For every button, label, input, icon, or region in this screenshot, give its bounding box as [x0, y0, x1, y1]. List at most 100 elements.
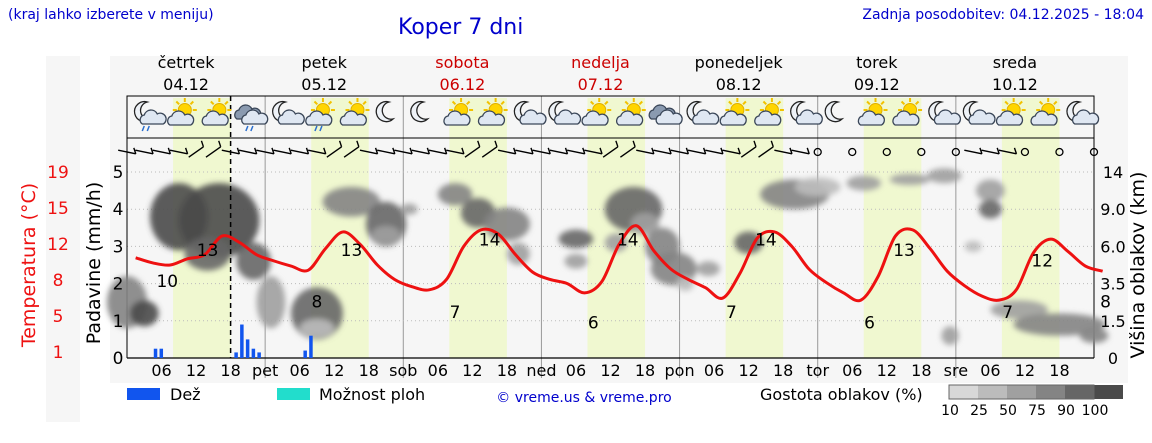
day-date: 05.12	[301, 75, 347, 94]
hour-tick: 06	[980, 361, 1000, 380]
wind-barb-icon	[205, 140, 222, 158]
sun-ray	[624, 100, 629, 106]
day-abbr: sre	[944, 361, 968, 380]
cloud-blob	[696, 261, 720, 277]
moon-shape	[375, 100, 396, 123]
wind-barb-icon	[273, 147, 292, 155]
day-abbr: pon	[665, 361, 695, 380]
night-cloud-icon	[928, 100, 962, 125]
day-date: 07.12	[578, 75, 624, 94]
sun-ray	[1039, 100, 1044, 106]
density-swatch	[1094, 385, 1123, 399]
storm-legend-swatch	[277, 388, 310, 400]
rain-bar	[159, 348, 164, 358]
hour-tick: 12	[600, 361, 620, 380]
cloud-shape	[857, 110, 885, 126]
sun-cloud-icon	[581, 98, 612, 126]
rain-drops	[245, 125, 254, 132]
sun-cloud-icon	[719, 98, 750, 126]
wind-barb-icon	[532, 147, 551, 155]
wind-barb-icon	[740, 140, 757, 158]
cloud-shape	[995, 110, 1024, 126]
cloud-shape	[754, 110, 782, 126]
night-icon	[824, 100, 845, 123]
precipitation-tick: 4	[113, 200, 124, 220]
day-abbr: sob	[389, 361, 417, 380]
cloud-shape	[892, 110, 920, 126]
moon-shape	[410, 100, 430, 123]
cloud-blob	[630, 212, 660, 236]
wind-barb-icon	[964, 147, 983, 155]
cloud-blob	[1013, 313, 1106, 336]
density-swatch	[1036, 385, 1065, 399]
page-title: Koper 7 dni	[398, 15, 524, 40]
sun-cloud-icon	[339, 98, 370, 126]
sun-ray	[776, 100, 782, 106]
night-cloud-icon	[686, 100, 720, 125]
calm-wind-icon	[813, 147, 822, 157]
wind-barb-icon	[567, 147, 586, 155]
sun-ray	[466, 100, 471, 106]
hour-tick: 06	[842, 361, 862, 380]
moon-shape	[824, 100, 845, 123]
density-swatch	[1065, 385, 1094, 399]
cloud-height-tick: 1.5	[1100, 312, 1125, 331]
cloud-shape	[443, 110, 471, 126]
cloud-shape	[553, 109, 582, 125]
wind-barb-icon	[791, 147, 810, 155]
sun-ray	[590, 100, 595, 106]
temperature-label: 6	[864, 313, 875, 333]
night-cloud-icon	[1066, 100, 1100, 125]
wind-barb-icon	[152, 147, 172, 155]
precipitation-tick: 2	[113, 275, 124, 295]
cloudy-rain-icon	[234, 104, 269, 132]
cloud-shape	[477, 110, 506, 126]
temperature-label: 14	[755, 231, 777, 251]
day-abbr: ned	[526, 361, 556, 380]
rain-bar	[240, 324, 244, 358]
sun-ray	[224, 100, 229, 106]
sun-cloud-icon	[754, 98, 784, 126]
sun-cloud-icon	[167, 98, 197, 126]
sun-ray	[915, 100, 920, 106]
night-icon	[375, 100, 396, 123]
cloud-density-title: Gostota oblakov (%)	[760, 385, 923, 404]
hour-tick: 18	[635, 361, 655, 380]
last-updated: Zadnja posodobitev: 04.12.2025 - 18:04	[862, 7, 1144, 23]
temperature-label: 14	[617, 231, 639, 251]
calm-wind-icon	[882, 147, 891, 157]
sun-ray	[189, 100, 194, 106]
rain-drops	[314, 125, 323, 132]
night-icon	[410, 100, 430, 123]
temperature-tick: 19	[47, 163, 69, 183]
rain-bar	[234, 352, 238, 358]
precipitation-tick: 3	[113, 237, 124, 257]
temperature-tick: 5	[53, 307, 64, 327]
temperature-label: 8	[1100, 293, 1111, 313]
calm-wind-icon	[1020, 147, 1030, 157]
hour-tick: 06	[566, 361, 586, 380]
day-name: torek	[856, 53, 898, 72]
day-date: 06.12	[439, 75, 485, 94]
cloud-blob	[976, 179, 1005, 202]
cloud-shape	[277, 109, 305, 125]
location-hint[interactable]: (kraj lahko izberete v meniju)	[8, 7, 214, 23]
precipitation-tick: 0	[113, 349, 124, 369]
cloud-blob	[889, 173, 930, 186]
day-abbr: tor	[806, 361, 829, 380]
sun-ray	[500, 100, 505, 106]
wind-barb-icon	[636, 147, 655, 155]
day-name: ponedeljek	[695, 53, 784, 72]
cloud-shape	[581, 110, 609, 126]
cloud-height-tick: 14	[1103, 163, 1123, 182]
day-name: sreda	[993, 53, 1037, 72]
cloud-shape	[305, 110, 333, 126]
hour-tick: 06	[289, 361, 309, 380]
hour-tick: 12	[877, 361, 897, 380]
sun-ray	[348, 100, 353, 106]
wind-barb-icon	[169, 147, 189, 155]
cloud-blob	[371, 225, 401, 245]
cloud-blob	[1079, 328, 1109, 344]
density-swatch	[978, 385, 1007, 399]
